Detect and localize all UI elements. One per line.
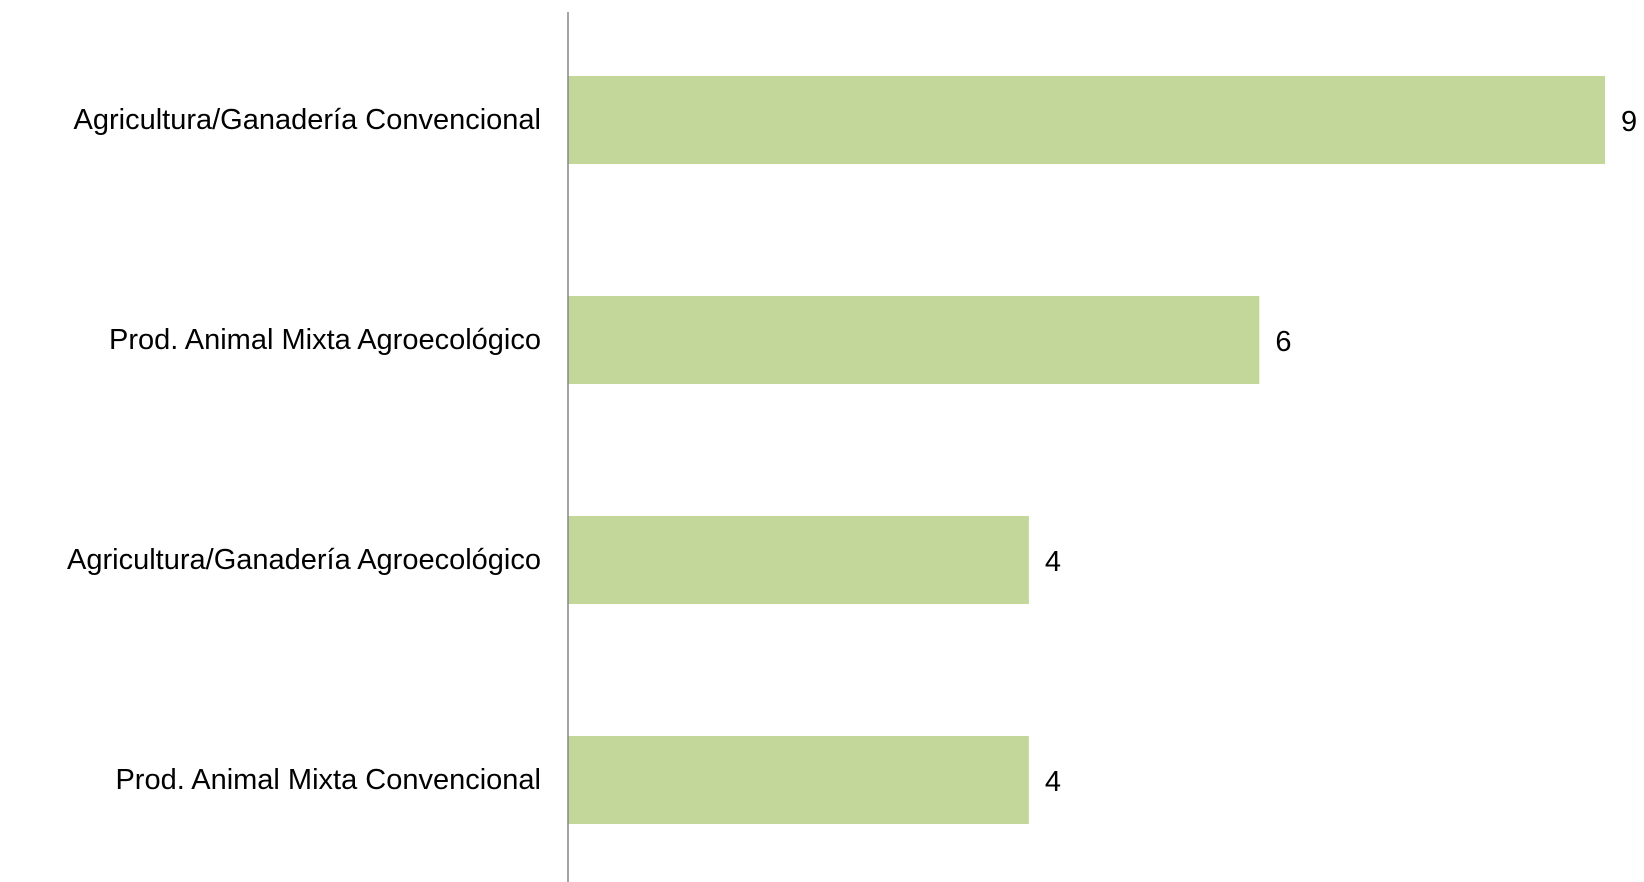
bar-0 <box>568 76 1605 164</box>
category-label: Agricultura/Ganadería Agroecológico <box>67 544 541 576</box>
bar-1 <box>568 296 1260 384</box>
bars-layer <box>568 76 1605 824</box>
data-label: 6 <box>1275 326 1291 358</box>
bar-3 <box>568 736 1029 824</box>
bar-2 <box>568 516 1029 604</box>
data-label: 4 <box>1045 546 1061 578</box>
category-label: Agricultura/Ganadería Convencional <box>74 104 542 136</box>
labels-layer: Agricultura/Ganadería Convencional 9 Prod.… <box>67 104 1637 798</box>
category-label: Prod. Animal Mixta Convencional <box>115 764 541 796</box>
data-label: 4 <box>1045 766 1061 798</box>
data-label: 9 <box>1621 106 1637 138</box>
category-label: Prod. Animal Mixta Agroecológico <box>109 324 541 356</box>
